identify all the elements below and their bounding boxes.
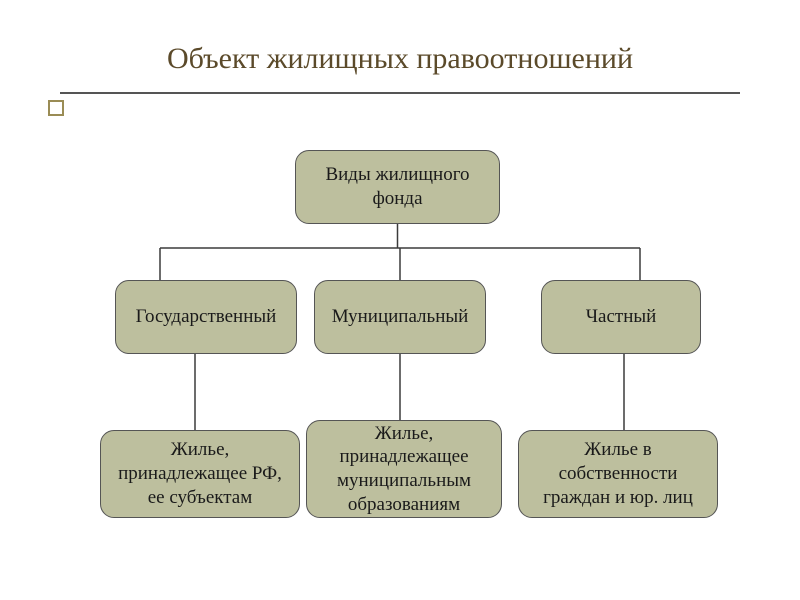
node-priv: Частный — [541, 280, 701, 354]
node-mun: Муниципальный — [314, 280, 486, 354]
node-label: Жилье, принадлежащее муниципальным образ… — [315, 422, 493, 517]
node-priv-leaf: Жилье в собственности граждан и юр. лиц — [518, 430, 718, 518]
node-label: Виды жилищного фонда — [304, 163, 491, 211]
node-root: Виды жилищного фонда — [295, 150, 500, 224]
node-mun-leaf: Жилье, принадлежащее муниципальным образ… — [306, 420, 502, 518]
title-underline — [60, 92, 740, 94]
node-gov-leaf: Жилье, принадлежащее РФ, ее субъектам — [100, 430, 300, 518]
node-label: Государственный — [136, 305, 277, 329]
node-gov: Государственный — [115, 280, 297, 354]
title-bullet — [48, 100, 64, 116]
node-label: Муниципальный — [332, 305, 469, 329]
node-label: Жилье, принадлежащее РФ, ее субъектам — [109, 438, 291, 509]
node-label: Частный — [586, 305, 657, 329]
connector-line — [160, 224, 640, 280]
node-label: Жилье в собственности граждан и юр. лиц — [527, 438, 709, 509]
slide-title: Объект жилищных правоотношений — [0, 42, 800, 76]
